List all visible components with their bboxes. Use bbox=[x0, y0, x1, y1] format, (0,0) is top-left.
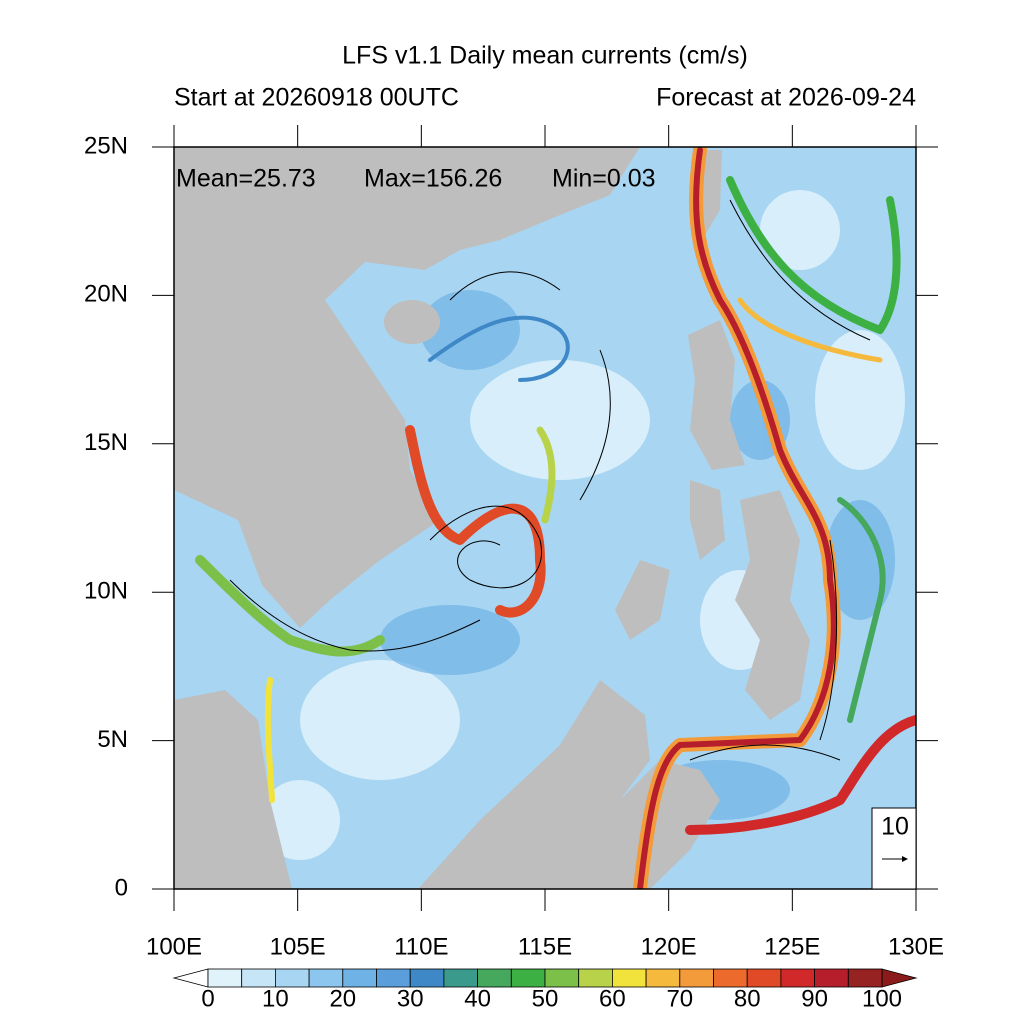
colorbar-box bbox=[241, 968, 276, 988]
colorbar-box bbox=[645, 968, 681, 988]
y-tick-label: 15N bbox=[84, 429, 128, 456]
axes: 100E 105E 110E 115E 120E 125E 130E 0 5N 10N 15N 20N… bbox=[84, 125, 944, 960]
subtitle-right: Forecast at 2026-09-24 bbox=[656, 84, 916, 112]
colorbar-box bbox=[274, 968, 310, 988]
colorbar-box bbox=[814, 968, 849, 988]
colorbar-box bbox=[443, 968, 478, 988]
current-streaks bbox=[195, 147, 916, 889]
colorbar-tick-label: 70 bbox=[666, 985, 693, 1012]
colorbar-tick-label: 100 bbox=[862, 985, 902, 1012]
reference-vector-head bbox=[902, 856, 908, 862]
colorbar-box bbox=[713, 968, 748, 988]
colorbar-box bbox=[308, 968, 344, 988]
y-tick-label: 10N bbox=[84, 578, 128, 605]
y-tick-label: 0 bbox=[115, 874, 128, 901]
reference-vector-box bbox=[871, 807, 917, 890]
colorbar-tick-label: 90 bbox=[801, 985, 828, 1012]
reference-vector-label: 10 bbox=[881, 813, 909, 841]
x-tick-label: 105E bbox=[270, 933, 326, 960]
colorbar-tick-label: 20 bbox=[329, 985, 356, 1012]
colorbar-tick-label: 80 bbox=[734, 985, 761, 1012]
x-tick-label: 130E bbox=[888, 933, 944, 960]
subtitle-left: Start at 20260918 00UTC bbox=[174, 84, 459, 112]
x-tick-label: 125E bbox=[764, 933, 820, 960]
x-tick-label: 110E bbox=[394, 933, 448, 960]
x-tick-label: 115E bbox=[518, 933, 572, 960]
y-tick-label: 25N bbox=[84, 132, 128, 159]
colorbar-tick-label: 40 bbox=[464, 985, 491, 1012]
colorbar-box bbox=[746, 968, 782, 988]
colorbar-box bbox=[780, 968, 816, 988]
colorbar-box bbox=[612, 968, 647, 988]
colorbar-box bbox=[342, 968, 377, 988]
x-tick-label: 120E bbox=[641, 933, 697, 960]
colorbar-tick-label: 0 bbox=[201, 985, 214, 1012]
colorbar: 0 10 20 30 40 50 60 70 80 90 100 bbox=[172, 968, 918, 1012]
colorbar-box bbox=[510, 968, 546, 988]
x-tick-label: 100E bbox=[146, 933, 202, 960]
y-tick-label: 20N bbox=[84, 281, 128, 308]
colorbar-box bbox=[544, 968, 580, 988]
map-field bbox=[174, 147, 916, 889]
colorbar-box bbox=[207, 968, 243, 988]
colorbar-tick-label: 30 bbox=[397, 985, 424, 1012]
colorbar-tick-label: 50 bbox=[532, 985, 559, 1012]
y-tick-label: 5N bbox=[97, 726, 128, 753]
chart-title: LFS v1.1 Daily mean currents (cm/s) bbox=[342, 42, 748, 70]
land bbox=[174, 147, 810, 889]
colorbar-box bbox=[477, 968, 512, 988]
colorbar-box bbox=[679, 968, 714, 988]
ocean-shading bbox=[260, 190, 905, 860]
colorbar-tick-label: 60 bbox=[599, 985, 626, 1012]
colorbar-tick-label: 10 bbox=[262, 985, 289, 1012]
stat-label: Mean=25.73 bbox=[176, 165, 316, 193]
colorbar-box bbox=[409, 968, 445, 988]
stat-label: Min=0.03 bbox=[552, 165, 656, 193]
streamlines bbox=[229, 199, 871, 761]
colorbar-box bbox=[376, 968, 411, 988]
stat-label: Max=156.26 bbox=[364, 165, 502, 193]
colorbar-over bbox=[881, 968, 918, 988]
colorbar-under bbox=[172, 968, 209, 988]
colorbar-box bbox=[847, 968, 883, 988]
colorbar-box bbox=[578, 968, 613, 988]
